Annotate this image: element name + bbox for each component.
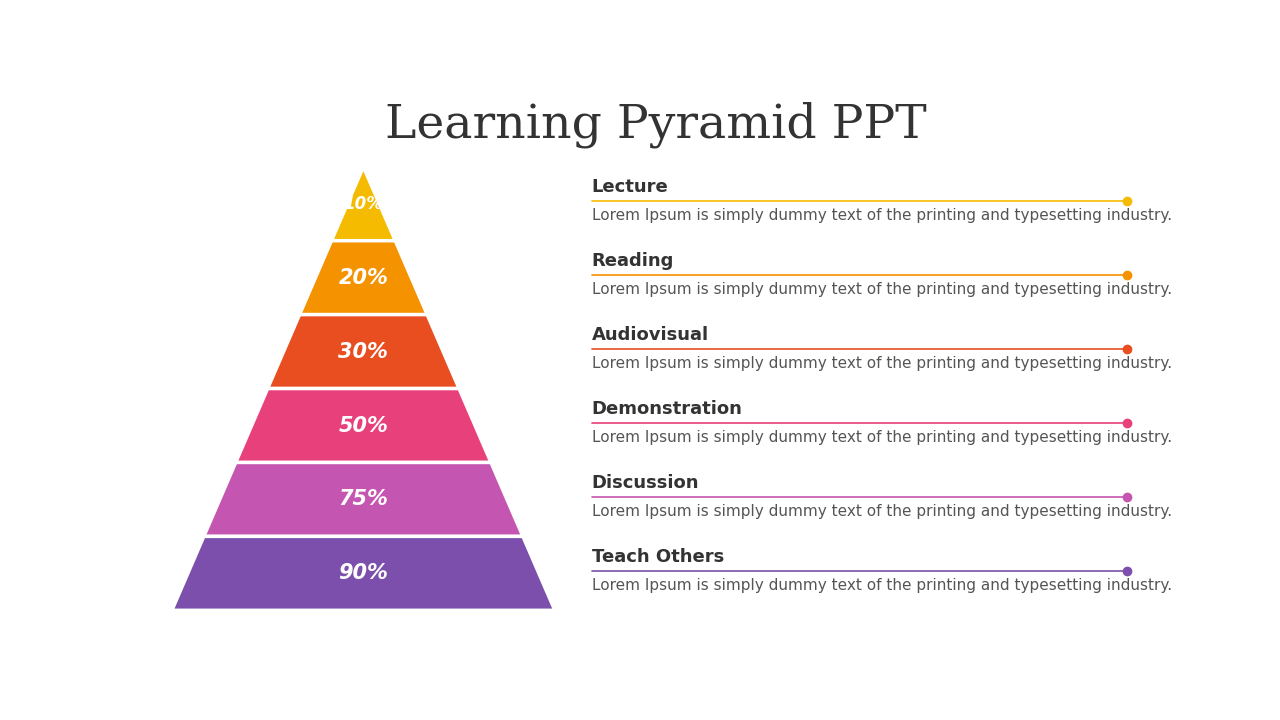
- Polygon shape: [204, 462, 524, 536]
- Text: 30%: 30%: [338, 341, 388, 361]
- Text: Lecture: Lecture: [591, 178, 668, 196]
- Text: 20%: 20%: [338, 268, 388, 288]
- Polygon shape: [172, 536, 554, 611]
- Text: 10%: 10%: [343, 194, 383, 212]
- Text: Lorem Ipsum is simply dummy text of the printing and typesetting industry.: Lorem Ipsum is simply dummy text of the …: [591, 356, 1171, 372]
- Text: 50%: 50%: [338, 415, 388, 436]
- Polygon shape: [268, 315, 460, 389]
- Text: Teach Others: Teach Others: [591, 548, 723, 566]
- Polygon shape: [332, 167, 396, 240]
- Text: Discussion: Discussion: [591, 474, 699, 492]
- Text: Audiovisual: Audiovisual: [591, 326, 709, 344]
- Text: Lorem Ipsum is simply dummy text of the printing and typesetting industry.: Lorem Ipsum is simply dummy text of the …: [591, 209, 1171, 223]
- Text: Lorem Ipsum is simply dummy text of the printing and typesetting industry.: Lorem Ipsum is simply dummy text of the …: [591, 578, 1171, 593]
- Text: Reading: Reading: [591, 252, 673, 270]
- Text: Lorem Ipsum is simply dummy text of the printing and typesetting industry.: Lorem Ipsum is simply dummy text of the …: [591, 504, 1171, 519]
- Text: Learning Pyramid PPT: Learning Pyramid PPT: [385, 102, 927, 148]
- Polygon shape: [236, 389, 492, 462]
- Text: 90%: 90%: [338, 563, 388, 583]
- Text: Lorem Ipsum is simply dummy text of the printing and typesetting industry.: Lorem Ipsum is simply dummy text of the …: [591, 431, 1171, 445]
- Polygon shape: [300, 240, 428, 315]
- Text: 75%: 75%: [338, 490, 388, 510]
- Text: Lorem Ipsum is simply dummy text of the printing and typesetting industry.: Lorem Ipsum is simply dummy text of the …: [591, 282, 1171, 297]
- Text: Demonstration: Demonstration: [591, 400, 742, 418]
